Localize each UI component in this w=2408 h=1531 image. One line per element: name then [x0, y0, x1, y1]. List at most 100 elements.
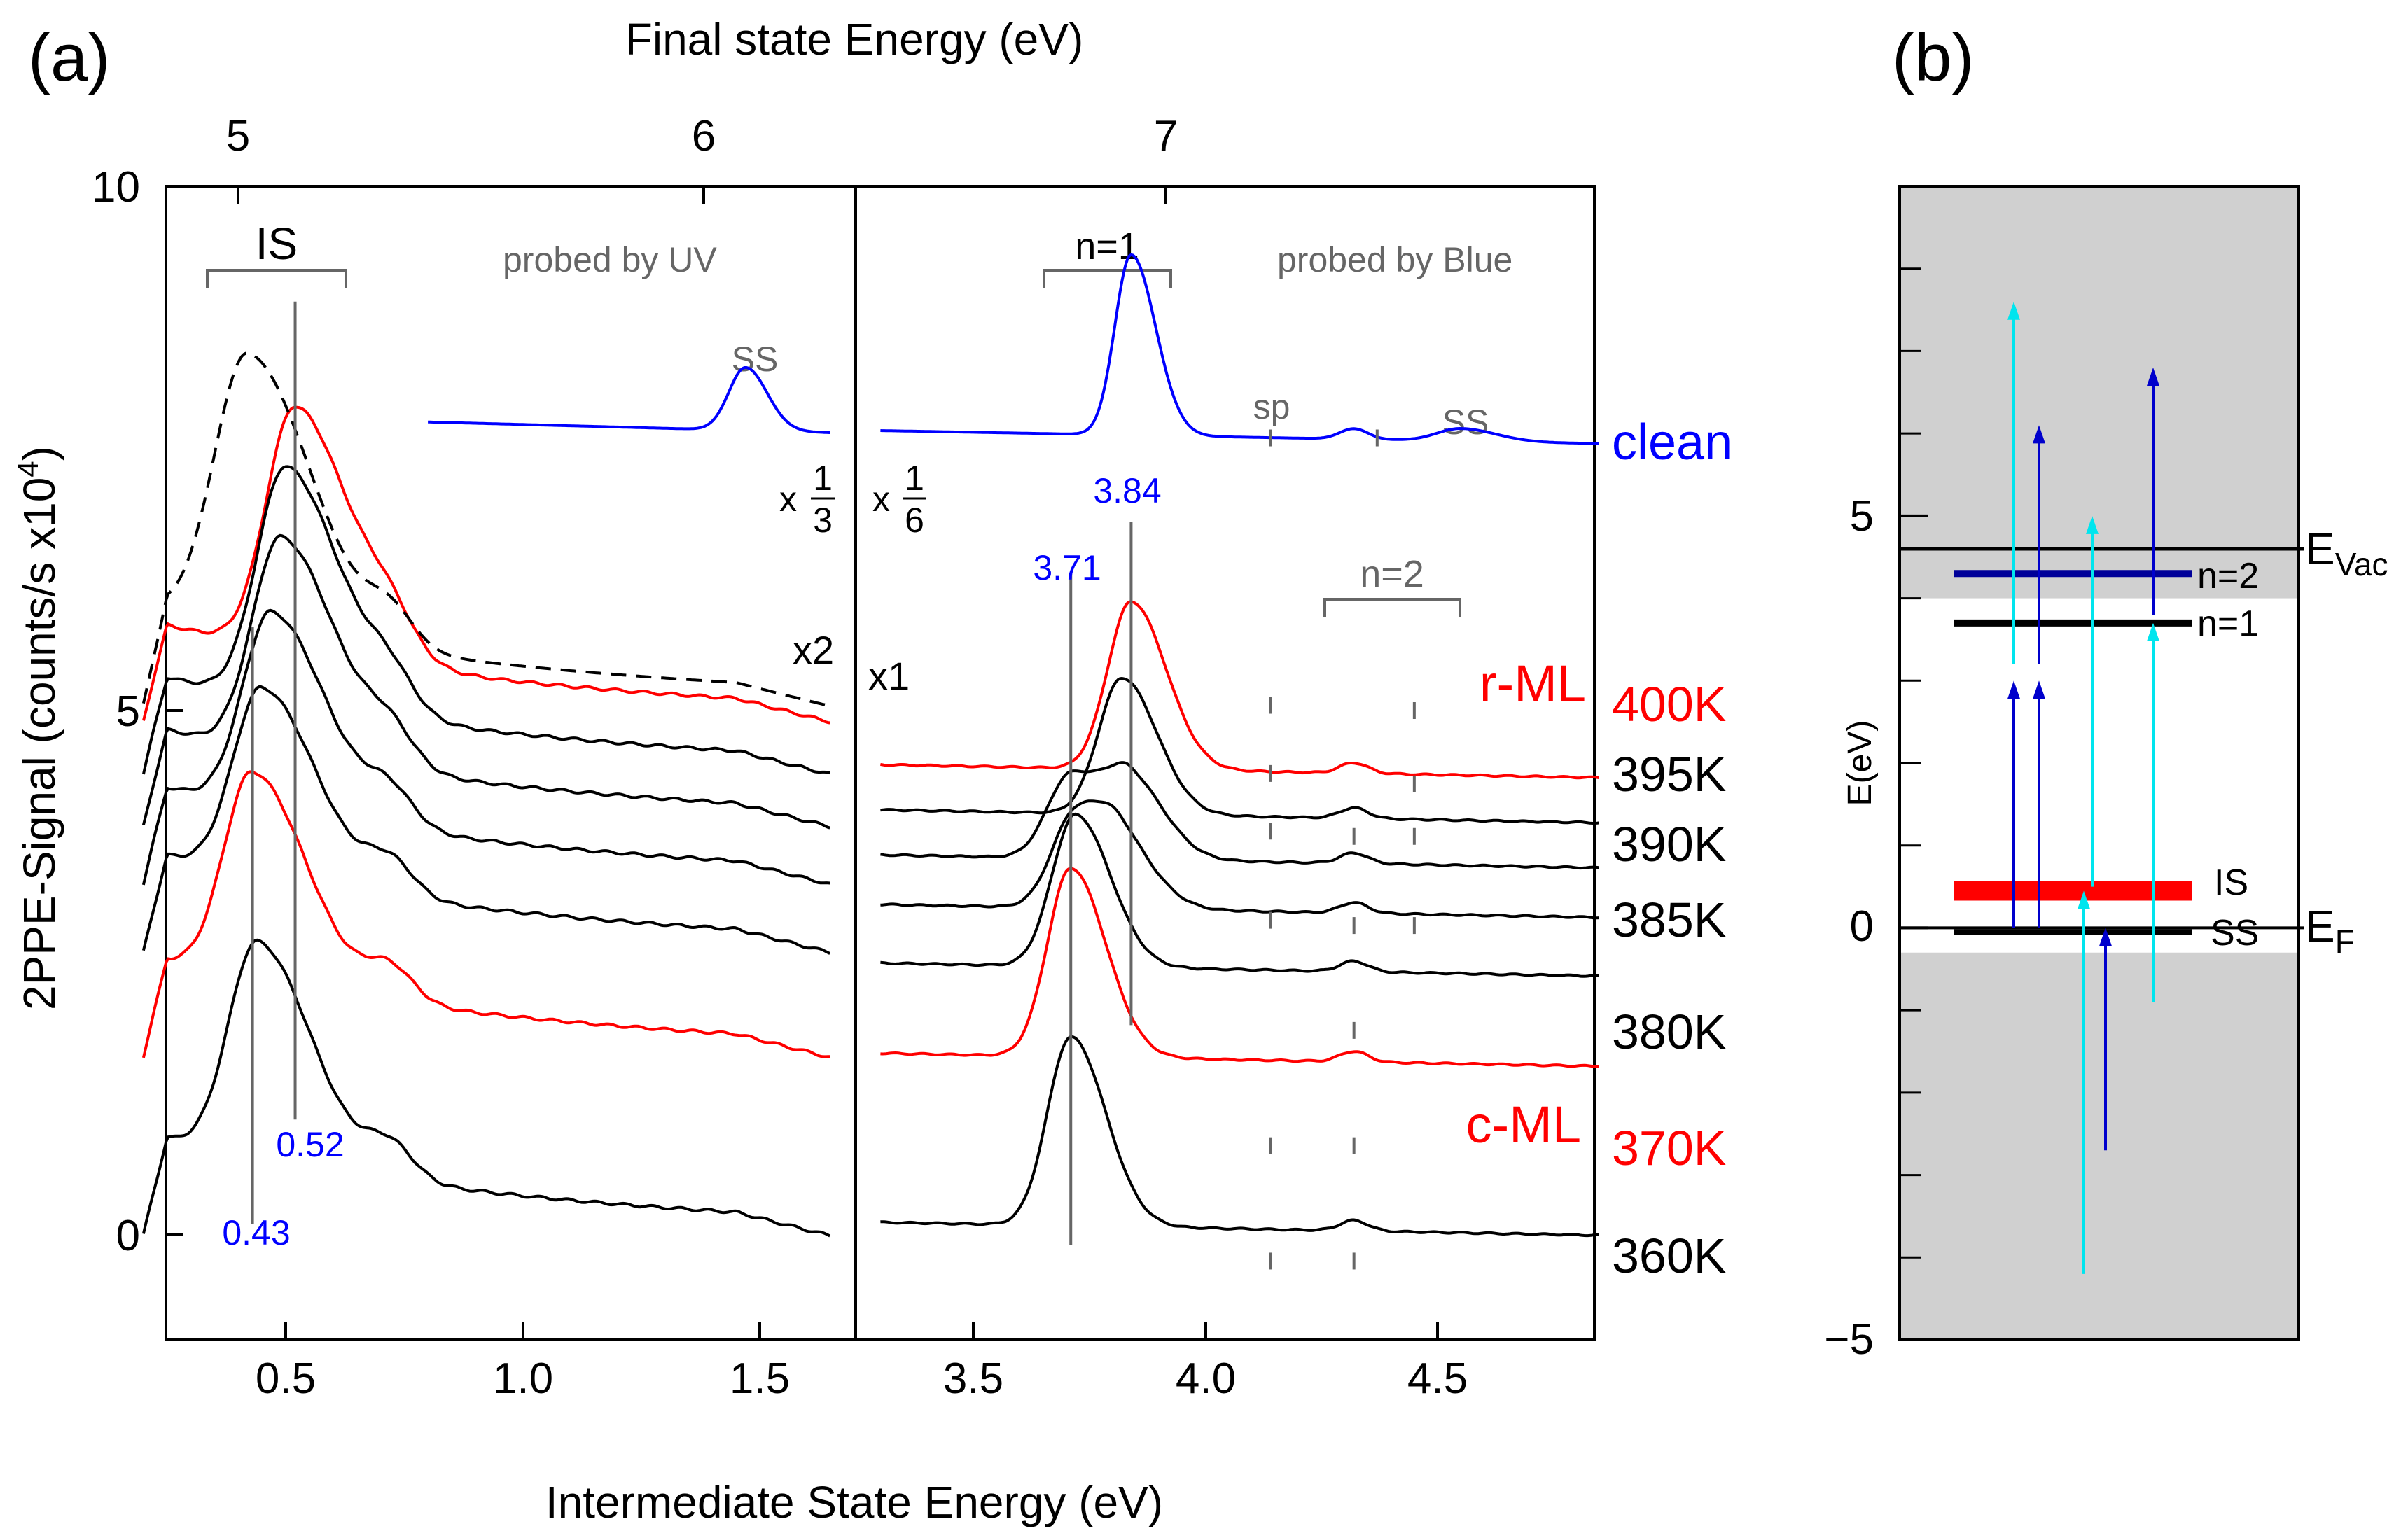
series-label-360K: 360K	[1612, 1229, 1726, 1283]
series-label-380K: 380K	[1612, 1005, 1726, 1059]
blue-pump-arrow-2-head	[2033, 680, 2045, 699]
panel-b-y-axis-title: E(eV)	[1842, 720, 1879, 806]
curve-left-clean	[428, 366, 830, 434]
n2-bracket	[1323, 598, 1461, 617]
scale-x1-label: x1	[868, 654, 910, 698]
x-ticks-top	[237, 186, 1167, 204]
y-tick-label-5: 5	[116, 687, 140, 736]
sp-label: sp	[1253, 387, 1290, 426]
level-label-ef-main: E	[2305, 901, 2335, 951]
peak-guide-lines	[251, 301, 1133, 1245]
x-ticks-bottom	[284, 1322, 1439, 1340]
spectral-tick-marks	[1269, 429, 1416, 1270]
clean-scale-left-num: 1	[813, 459, 833, 498]
panel-b-y-tick-label-5: 5	[1850, 492, 1874, 540]
clean-scale-left-prefix: x	[779, 480, 797, 519]
y-axis-title-close: )	[14, 446, 64, 461]
y-axis-title-main: 2PPE-Signal (counts/s x10	[14, 477, 64, 1010]
level-label-n1: n=1	[2197, 603, 2259, 644]
spectra-curves	[141, 253, 1600, 1238]
curve-left-370k	[141, 770, 830, 1058]
is-bracket	[206, 269, 347, 288]
curve-right-395k	[880, 676, 1599, 825]
top-x-tick-label-7: 7	[1154, 112, 1178, 160]
panel-a-frame	[165, 185, 1596, 1341]
clean-scale-right-num: 1	[905, 459, 924, 498]
curve-right-360k	[880, 1035, 1599, 1238]
peak-label-3.84: 3.84	[1093, 471, 1161, 510]
top-x-axis-title: Final state Energy (eV)	[625, 14, 1084, 64]
n1-bracket	[1043, 269, 1172, 288]
panel-b-frame	[1898, 185, 2300, 1341]
probed-by-blue-note: probed by Blue	[1277, 240, 1512, 279]
y-axis-title-sup: 4	[11, 461, 44, 477]
curve-right-370k	[880, 867, 1599, 1068]
curve-left-400k	[141, 405, 830, 725]
level-label-evac-sub: Vac	[2335, 546, 2388, 582]
curve-right-400k	[880, 600, 1600, 780]
probed-by-uv-note: probed by UV	[503, 240, 717, 279]
series-label-390K: 390K	[1612, 817, 1726, 872]
bulk-lower-band	[1900, 952, 2299, 1340]
is-bracket-label: IS	[256, 218, 298, 269]
series-label-370K: 370K	[1612, 1121, 1726, 1175]
uv-pump-arrow-5-head	[2147, 622, 2159, 641]
x-tick-label-3.5: 3.5	[943, 1355, 1003, 1403]
blue-probe-arrow-5-head	[2147, 367, 2159, 386]
n1-bracket-label: n=1	[1075, 225, 1139, 267]
clean-scale-right-prefix: x	[872, 480, 890, 519]
peak-label-3.71: 3.71	[1033, 548, 1101, 587]
panel-b-y-tick-label-0: 0	[1850, 902, 1874, 951]
phase-label-c-ML: c-ML	[1466, 1096, 1581, 1154]
y-axis-title: 2PPE-Signal (counts/s x104)	[11, 446, 64, 1010]
clean-scale-right-den: 6	[905, 501, 924, 540]
peak-label-0.52: 0.52	[276, 1125, 344, 1164]
series-label-400K: 400K	[1612, 677, 1726, 732]
panel-a-label: (a)	[28, 20, 110, 95]
level-label-is: IS	[2214, 862, 2248, 903]
y-ticks	[166, 185, 183, 1236]
x-tick-label-4.5: 4.5	[1407, 1355, 1468, 1403]
curve-left-360k	[141, 938, 831, 1238]
blue-pump-arrow-1-head	[2007, 680, 2020, 699]
level-label-evac-main: E	[2305, 524, 2335, 574]
y-tick-label-0: 0	[116, 1212, 140, 1260]
scale-x2-label: x2	[793, 628, 834, 672]
curve-left-380k	[141, 685, 831, 955]
curve-left-390k	[141, 533, 830, 830]
curve-left-395k	[141, 465, 830, 775]
top-x-tick-label-6: 6	[692, 112, 716, 160]
level-label-ef-sub: F	[2335, 923, 2355, 960]
ss-peak-label-right: SS	[1442, 403, 1489, 442]
uv-pump-arrow-3-head	[2078, 890, 2090, 909]
clean-scale-left-den: 3	[813, 501, 833, 540]
y-tick-label-10: 10	[92, 163, 140, 211]
clean-scale-right: x 1 6	[872, 459, 926, 540]
panel-b-label: (b)	[1892, 20, 1974, 95]
bottom-x-axis-title: Intermediate State Energy (eV)	[545, 1477, 1163, 1527]
uv-probe-arrow-1-head	[2007, 301, 2020, 320]
curve-right-380k	[880, 812, 1599, 978]
curve-left-385k	[141, 608, 830, 886]
series-label-clean: clean	[1612, 414, 1732, 470]
curve-right-clean	[880, 253, 1599, 445]
level-label-n2: n=2	[2197, 556, 2259, 596]
clean-scale-left: x 1 3	[779, 459, 835, 540]
top-x-tick-label-5: 5	[226, 112, 250, 160]
peak-label-0.43: 0.43	[222, 1213, 290, 1252]
level-label-ss: SS	[2211, 913, 2259, 953]
series-label-395K: 395K	[1612, 747, 1726, 802]
blue-pump-arrow-4-head	[2099, 928, 2112, 946]
curve-right-390k	[880, 761, 1599, 870]
series-label-385K: 385K	[1612, 893, 1726, 947]
x-tick-label-4.0: 4.0	[1176, 1355, 1236, 1403]
panel-b-y-tick-label-minus5: −5	[1824, 1315, 1874, 1364]
level-label-ef: EF	[2305, 901, 2355, 960]
phase-label-r-ML: r-ML	[1480, 655, 1586, 713]
n2-bracket-label: n=2	[1360, 553, 1424, 595]
curve-right-385k	[880, 799, 1599, 920]
curve-dashed-reference	[141, 351, 830, 708]
continuum-upper-band	[1900, 186, 2299, 599]
x-tick-label-0.5: 0.5	[256, 1355, 316, 1403]
uv-probe-arrow-3-head	[2086, 515, 2099, 534]
